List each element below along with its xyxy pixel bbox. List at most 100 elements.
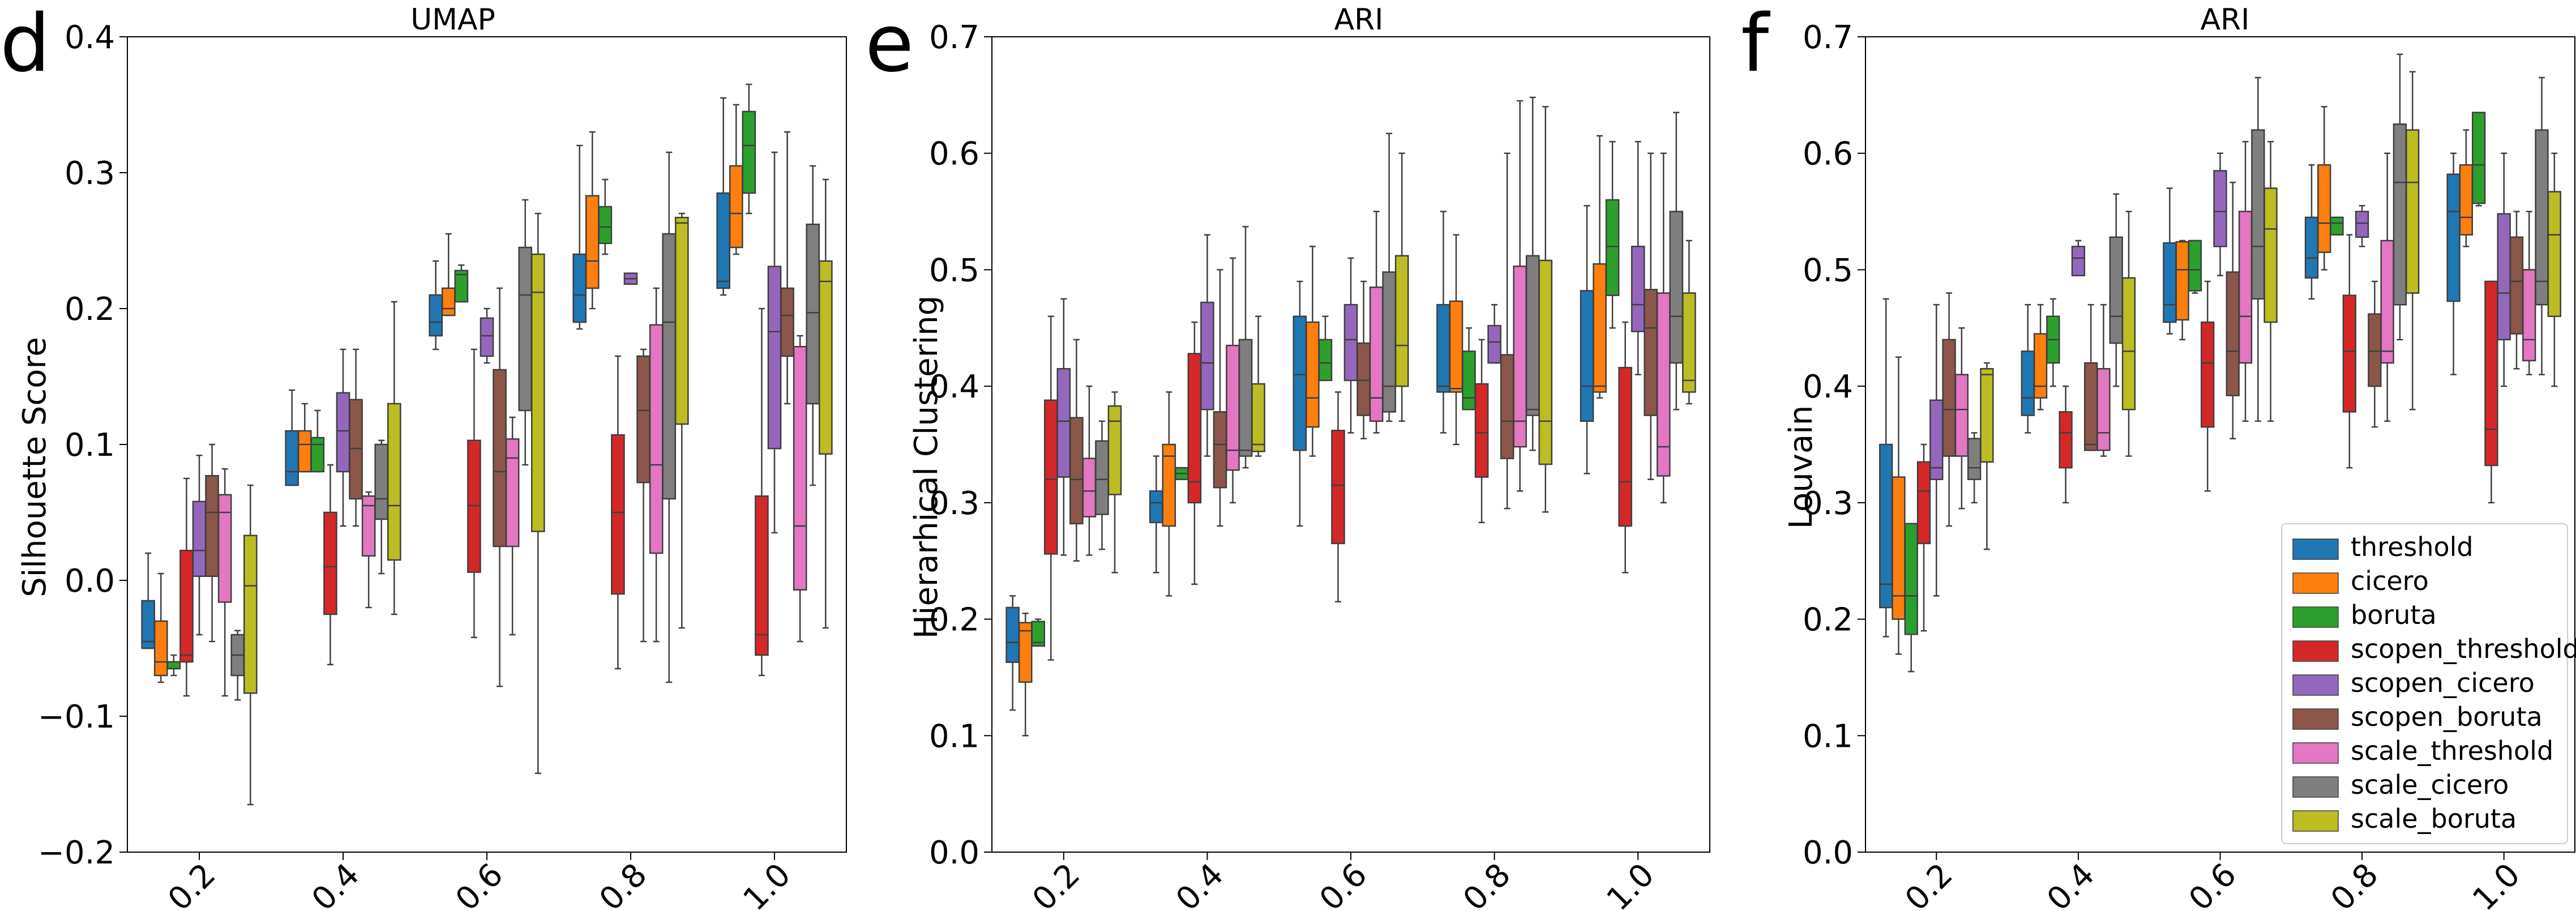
box-body xyxy=(1462,350,1476,410)
panel-f: f ARI Louvain 0.0 0.1 0.2 0.3 0.4 0.5 0.6 0.7 0… xyxy=(1741,0,2576,911)
y-tick-label: 0.3 xyxy=(65,155,115,192)
box-scopen_cicero xyxy=(480,307,494,364)
box-scale_cicero xyxy=(2109,193,2123,387)
box-boruta xyxy=(1904,523,1918,673)
legend-swatch xyxy=(2292,538,2339,560)
box-scopen_cicero xyxy=(192,454,207,636)
box-scale_boruta xyxy=(2547,152,2561,387)
box-scale_boruta xyxy=(1682,239,1696,405)
legend-swatch xyxy=(2292,674,2339,696)
legend-swatch xyxy=(2292,708,2339,730)
legend-entry: scopen_boruta xyxy=(2292,702,2543,732)
box-scopen_boruta xyxy=(1942,292,1956,527)
box-body xyxy=(2109,236,2123,344)
legend-swatch xyxy=(2292,810,2339,832)
box-scopen_cicero xyxy=(1056,298,1071,556)
box-scale_boruta xyxy=(1107,391,1122,574)
box-body xyxy=(2484,280,2498,467)
box-scopen_threshold xyxy=(1043,315,1058,661)
box-body xyxy=(1382,271,1396,413)
box-body xyxy=(2021,350,2035,416)
box-scale_threshold xyxy=(2522,211,2536,375)
y-tick-label: 0.2 xyxy=(929,602,979,639)
chart-title: ARI xyxy=(2200,3,2249,37)
box-body xyxy=(611,434,625,595)
legend-label: boruta xyxy=(2351,600,2437,630)
box-body xyxy=(454,270,469,303)
y-tick-label: 0.3 xyxy=(929,485,979,522)
box-body xyxy=(2163,242,2177,323)
legend-label: scopen_boruta xyxy=(2351,702,2543,732)
box-threshold xyxy=(1436,211,1450,434)
box-body xyxy=(1226,344,1240,471)
chart-title: ARI xyxy=(1334,3,1383,37)
y-tick-label: −0.1 xyxy=(38,699,115,735)
box-body xyxy=(1031,621,1046,647)
box-body xyxy=(361,495,376,557)
legend-entries: threshold cicero boruta scopen_thresholdsco… xyxy=(2292,532,2576,834)
box-scale_boruta xyxy=(2263,140,2278,422)
panel-d: d UMAP Silhouette Score −0.2 −0.1 0.0 0.1 0.… xyxy=(0,0,847,911)
box-boruta xyxy=(310,409,325,473)
box-body xyxy=(1525,255,1540,416)
box-body xyxy=(1669,211,1684,364)
panel-letter: e xyxy=(865,0,914,90)
box-cicero xyxy=(1449,234,1464,446)
box-body xyxy=(1449,300,1464,393)
box-body xyxy=(649,324,664,554)
box-body xyxy=(2084,362,2098,451)
box-body xyxy=(1187,353,1202,504)
box-scale_boruta xyxy=(1980,362,1994,550)
box-body xyxy=(1500,354,1514,459)
box-body xyxy=(1879,443,1893,609)
legend-entry: cicero xyxy=(2292,566,2429,596)
legend-label: cicero xyxy=(2351,566,2429,596)
box-body xyxy=(1942,339,1956,457)
box-body xyxy=(205,474,219,578)
box-scale_cicero xyxy=(2535,76,2549,375)
y-tick-label: 0.2 xyxy=(1803,602,1853,639)
box-boruta xyxy=(1462,327,1476,410)
box-body xyxy=(1487,324,1501,364)
box-threshold xyxy=(1580,205,1594,474)
box-scale_boruta xyxy=(530,212,545,775)
box-body xyxy=(1043,399,1058,555)
box-body xyxy=(1892,476,1906,620)
legend-swatch xyxy=(2292,606,2339,628)
y-tick-label: 0.7 xyxy=(929,19,979,56)
y-ticks: 0.0 0.1 0.2 0.3 0.4 0.5 0.6 0.7 xyxy=(1803,19,1865,871)
box-body xyxy=(153,620,168,677)
box-body xyxy=(1306,321,1320,428)
box-plots xyxy=(1005,96,1696,737)
plot-frame xyxy=(1865,36,2575,853)
box-body xyxy=(2522,269,2536,362)
box-scopen_threshold xyxy=(1187,321,1202,585)
box-cicero xyxy=(297,403,312,473)
legend-swatch xyxy=(2292,640,2339,662)
box-body xyxy=(297,430,312,473)
legend-swatch xyxy=(2292,742,2339,764)
box-scopen_boruta xyxy=(493,287,507,687)
box-body xyxy=(429,294,443,337)
y-axis-label: Hierarhical Clustering xyxy=(908,296,945,639)
box-scale_threshold xyxy=(361,491,376,609)
box-scopen_cicero xyxy=(1343,257,1358,434)
y-tick-label: 0.7 xyxy=(1803,19,1853,56)
box-body xyxy=(1149,490,1163,524)
box-boruta xyxy=(2188,239,2202,294)
y-tick-label: 0.6 xyxy=(1803,136,1853,173)
box-scale_boruta xyxy=(243,484,258,806)
box-body xyxy=(806,223,820,405)
box-scopen_threshold xyxy=(2201,280,2215,492)
box-scopen_cicero xyxy=(2213,152,2227,276)
box-body xyxy=(2368,313,2382,387)
legend-label: scale_cicero xyxy=(2351,769,2509,800)
plot-frame xyxy=(991,36,1710,853)
box-body xyxy=(166,661,181,670)
y-tick-label: 0.4 xyxy=(65,19,115,56)
box-scopen_threshold xyxy=(2484,280,2498,504)
box-boruta xyxy=(1175,467,1189,480)
box-body xyxy=(1904,523,1918,635)
box-cicero xyxy=(441,233,456,317)
